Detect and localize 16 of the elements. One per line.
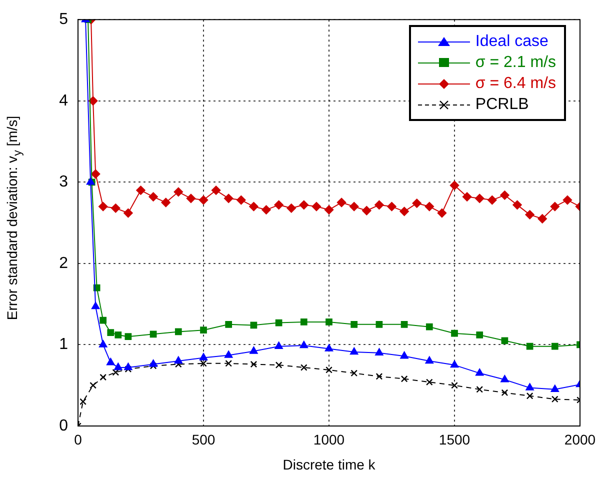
x-tick-label: 500 <box>192 431 216 448</box>
y-tick-label: 4 <box>59 92 68 110</box>
x-tick-label: 1000 <box>313 431 345 448</box>
y-tick-label: 5 <box>59 11 68 28</box>
x-axis-title: Discrete time k <box>282 456 376 472</box>
legend-label: σ = 2.1 m/s <box>475 53 556 73</box>
y-tick-label: 2 <box>59 254 68 272</box>
y-tick-label: 3 <box>59 174 68 191</box>
x-tick-label: 2000 <box>564 431 596 448</box>
y-tick-label: 1 <box>59 336 68 354</box>
y-tick-label: 0 <box>59 417 68 434</box>
legend-label: PCRLB <box>475 95 529 115</box>
x-tick-label: 0 <box>74 431 82 448</box>
legend-label: Ideal case <box>475 32 548 52</box>
legend-label: σ = 6.4 m/s <box>475 74 556 94</box>
x-tick-label: 1500 <box>438 431 470 448</box>
